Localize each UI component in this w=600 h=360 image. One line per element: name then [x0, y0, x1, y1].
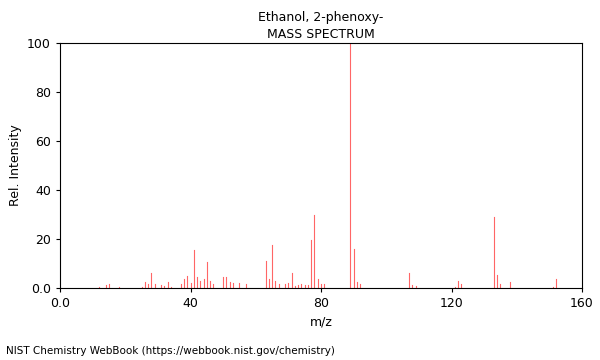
Y-axis label: Rel. Intensity: Rel. Intensity — [8, 125, 22, 207]
Text: NIST Chemistry WebBook (https://webbook.nist.gov/chemistry): NIST Chemistry WebBook (https://webbook.… — [6, 346, 335, 356]
X-axis label: m/z: m/z — [310, 316, 332, 329]
Title: Ethanol, 2-phenoxy-
MASS SPECTRUM: Ethanol, 2-phenoxy- MASS SPECTRUM — [259, 11, 383, 41]
